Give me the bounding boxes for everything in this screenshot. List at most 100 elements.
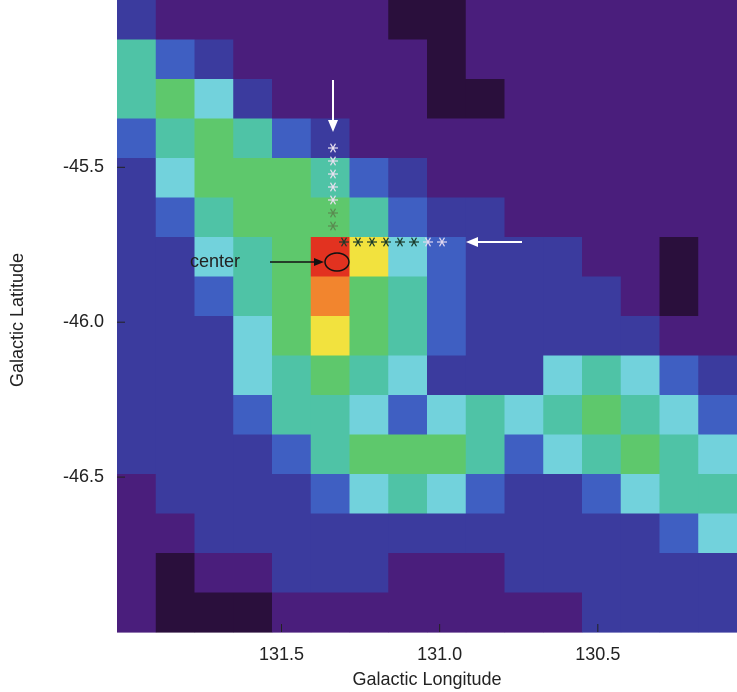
- cell: [504, 474, 544, 515]
- cell: [659, 39, 699, 80]
- cell: [620, 158, 661, 199]
- cell: [543, 79, 583, 120]
- cell: [233, 158, 273, 199]
- cell: [349, 513, 389, 554]
- cell: [388, 316, 428, 357]
- cell: [233, 474, 273, 515]
- cell: [427, 118, 467, 159]
- cell: [194, 118, 234, 159]
- annotation: center: [190, 251, 240, 271]
- y-tick-label: -46.0: [63, 311, 104, 331]
- asterisk: [438, 237, 446, 247]
- cell: [465, 158, 506, 199]
- arrow-head: [328, 120, 338, 132]
- cell: [310, 39, 351, 80]
- cell: [388, 79, 428, 120]
- cell: [117, 474, 157, 515]
- cell: [543, 237, 583, 278]
- cell: [465, 197, 506, 238]
- cell: [310, 79, 351, 120]
- cell: [233, 118, 273, 159]
- cell: [349, 276, 389, 317]
- cell: [543, 474, 583, 515]
- cell: [427, 0, 467, 41]
- cell: [349, 158, 389, 199]
- cell: [582, 39, 622, 80]
- asterisk: [340, 237, 348, 247]
- cell: [659, 237, 699, 278]
- cell: [233, 79, 273, 120]
- cell: [310, 434, 351, 475]
- cell: [272, 592, 312, 633]
- cell: [659, 355, 699, 396]
- cell: [620, 79, 661, 120]
- cell: [272, 197, 312, 238]
- cell: [310, 355, 351, 396]
- cell: [155, 474, 196, 515]
- cell: [582, 355, 622, 396]
- cell: [582, 434, 622, 475]
- cell: [155, 316, 196, 357]
- y-axis-title: Galactic Latitude: [7, 253, 27, 387]
- cell: [543, 316, 583, 357]
- asterisk: [396, 237, 404, 247]
- cell: [233, 0, 273, 41]
- cell: [117, 158, 157, 199]
- cell: [659, 79, 699, 120]
- cell: [698, 513, 737, 554]
- cell: [117, 434, 157, 475]
- cell: [620, 553, 661, 594]
- cell: [620, 276, 661, 317]
- cell: [427, 39, 467, 80]
- cell: [582, 197, 622, 238]
- cell: [194, 158, 234, 199]
- cell: [582, 316, 622, 357]
- cell: [310, 276, 351, 317]
- cell: [117, 553, 157, 594]
- asterisk: [329, 143, 337, 153]
- cell: [504, 553, 544, 594]
- x-tick-label: 131.0: [417, 644, 462, 664]
- cell: [582, 118, 622, 159]
- cell: [155, 197, 196, 238]
- markers: [328, 143, 447, 247]
- cell: [427, 513, 467, 554]
- cell: [659, 513, 699, 554]
- cell: [427, 592, 467, 633]
- cell: [504, 237, 544, 278]
- cell: [194, 355, 234, 396]
- cell: [698, 474, 737, 515]
- cell: [194, 39, 234, 80]
- cell: [543, 39, 583, 80]
- cell: [620, 0, 661, 41]
- cell: [233, 395, 273, 436]
- cell: [698, 276, 737, 317]
- cell: [465, 513, 506, 554]
- cell: [272, 474, 312, 515]
- cell: [310, 513, 351, 554]
- cell: [582, 592, 622, 633]
- cell: [194, 316, 234, 357]
- cell: [504, 355, 544, 396]
- cell: [465, 395, 506, 436]
- cell: [272, 553, 312, 594]
- cell: [233, 237, 273, 278]
- cell: [272, 0, 312, 41]
- cell: [155, 276, 196, 317]
- cell: [427, 553, 467, 594]
- heatmap: [117, 0, 737, 633]
- asterisk: [368, 237, 376, 247]
- cell: [620, 39, 661, 80]
- cell: [427, 434, 467, 475]
- cell: [465, 592, 506, 633]
- cell: [349, 553, 389, 594]
- cell: [272, 513, 312, 554]
- cell: [194, 434, 234, 475]
- cell: [388, 0, 428, 41]
- cell: [349, 79, 389, 120]
- cell: [349, 0, 389, 41]
- cell: [659, 276, 699, 317]
- cell: [698, 316, 737, 357]
- cell: [388, 197, 428, 238]
